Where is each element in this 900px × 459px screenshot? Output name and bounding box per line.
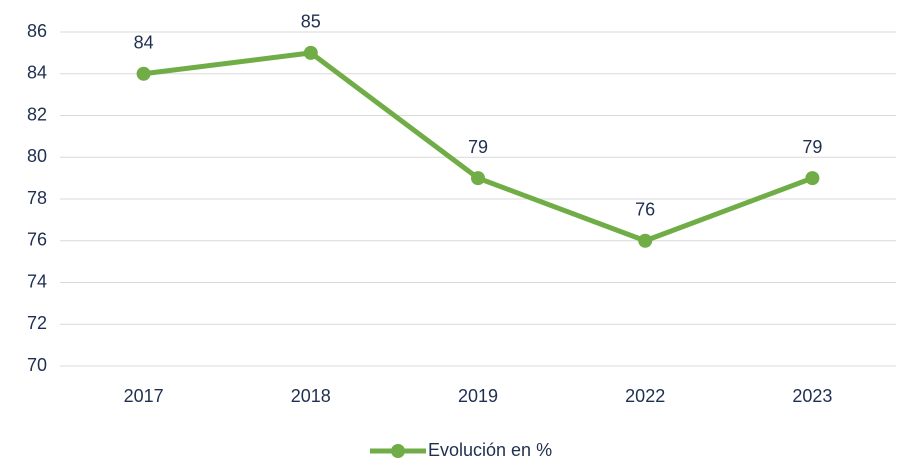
x-tick-label: 2018 xyxy=(291,386,331,406)
x-tick-label: 2017 xyxy=(124,386,164,406)
y-tick-label: 84 xyxy=(27,63,47,83)
x-tick-label: 2022 xyxy=(625,386,665,406)
legend-marker xyxy=(391,444,405,458)
y-tick-label: 74 xyxy=(27,271,47,291)
legend-label: Evolución en % xyxy=(428,440,552,459)
y-tick-label: 86 xyxy=(27,21,47,41)
y-tick-label: 72 xyxy=(27,313,47,333)
y-tick-label: 76 xyxy=(27,230,47,250)
point xyxy=(805,171,820,186)
data-label: 84 xyxy=(134,33,154,53)
data-label: 76 xyxy=(635,200,655,220)
data-label: 85 xyxy=(301,12,321,32)
x-tick-label: 2023 xyxy=(792,386,832,406)
point xyxy=(136,66,151,81)
y-tick-label: 80 xyxy=(27,146,47,166)
y-tick-label: 78 xyxy=(27,188,47,208)
point xyxy=(303,45,318,60)
point xyxy=(471,171,485,186)
y-tick-label: 82 xyxy=(27,104,47,124)
y-tick-label: 70 xyxy=(27,355,47,375)
data-label: 79 xyxy=(468,137,488,157)
data-label: 79 xyxy=(802,137,822,157)
point xyxy=(638,233,653,248)
x-tick-label: 2019 xyxy=(458,386,498,406)
